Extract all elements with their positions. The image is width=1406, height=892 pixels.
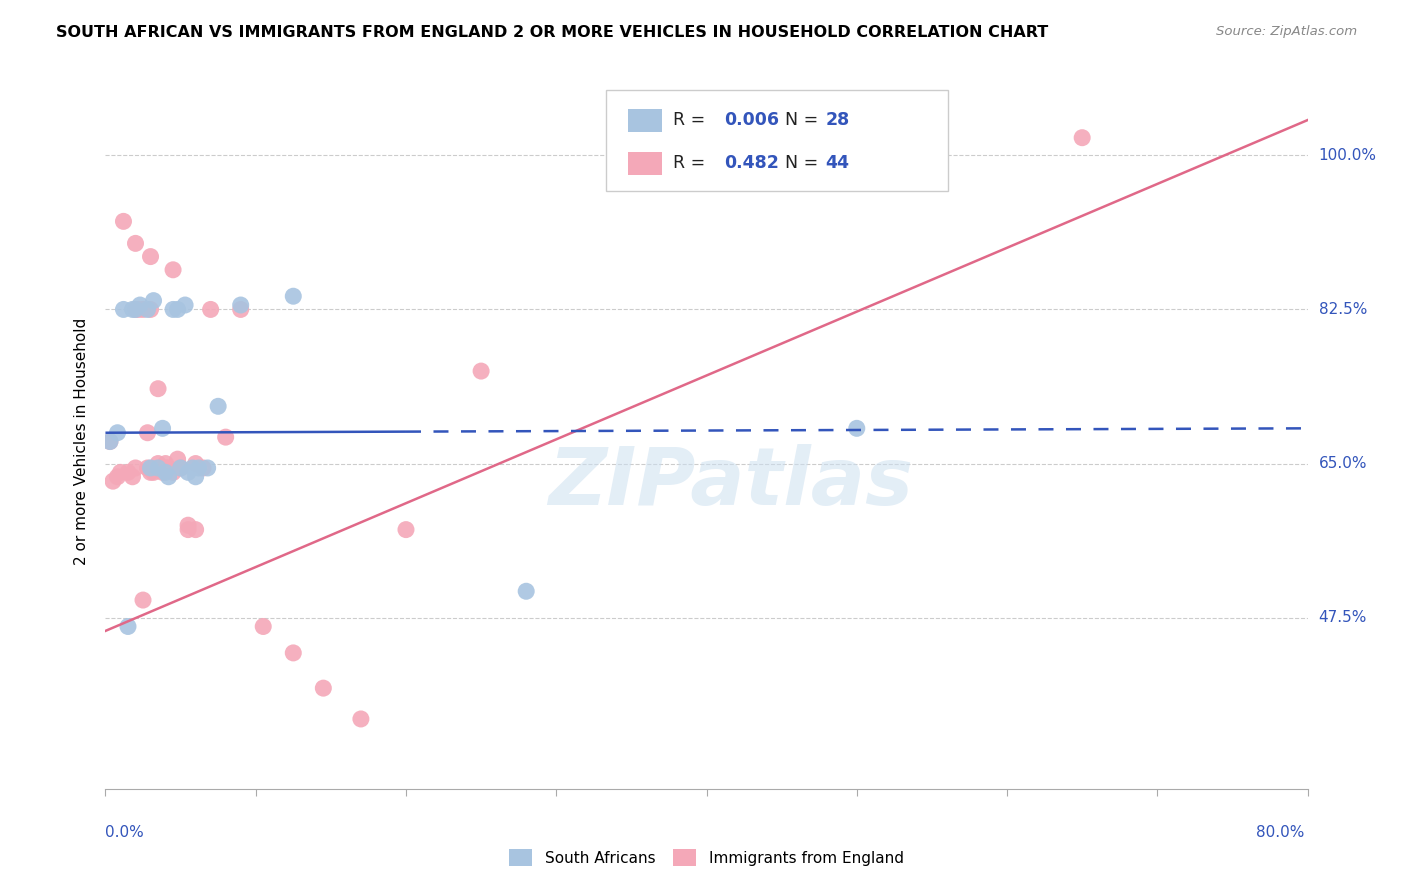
Y-axis label: 2 or more Vehicles in Household: 2 or more Vehicles in Household — [75, 318, 90, 566]
Point — [200, 302, 222, 317]
Point — [169, 461, 191, 475]
Point — [142, 466, 165, 480]
Legend: South Africans, Immigrants from England: South Africans, Immigrants from England — [503, 843, 910, 872]
Point — [152, 466, 174, 480]
Point — [283, 289, 305, 303]
Point — [101, 474, 124, 488]
Point — [184, 523, 207, 537]
Point — [129, 298, 152, 312]
Point — [139, 466, 162, 480]
Point — [110, 466, 132, 480]
Point — [177, 523, 200, 537]
Point — [136, 461, 159, 475]
Point — [146, 461, 169, 475]
Point — [142, 293, 165, 308]
Point — [187, 461, 209, 475]
Text: 28: 28 — [825, 112, 849, 129]
Point — [169, 461, 191, 475]
Point — [146, 457, 169, 471]
Point — [124, 461, 146, 475]
Point — [121, 469, 143, 483]
Point — [124, 302, 146, 317]
Point — [191, 461, 214, 475]
Point — [174, 298, 197, 312]
Point — [166, 452, 188, 467]
Point — [184, 469, 207, 483]
Point — [350, 712, 373, 726]
Point — [155, 466, 177, 480]
Point — [845, 421, 868, 435]
Point — [515, 584, 537, 599]
Point — [121, 302, 143, 317]
Text: ZIPatlas: ZIPatlas — [548, 444, 912, 523]
Point — [98, 434, 121, 449]
Point — [162, 262, 184, 277]
Point — [1071, 130, 1094, 145]
Point — [214, 430, 236, 444]
Text: 0.482: 0.482 — [724, 154, 779, 172]
Point — [312, 681, 335, 695]
Point — [197, 461, 219, 475]
Point — [177, 518, 200, 533]
Point — [117, 466, 139, 480]
Point — [117, 619, 139, 633]
Point — [155, 457, 177, 471]
Text: R =: R = — [673, 112, 711, 129]
Text: 0.0%: 0.0% — [105, 825, 145, 840]
Point — [162, 302, 184, 317]
Point — [229, 298, 252, 312]
Point — [136, 425, 159, 440]
Text: 80.0%: 80.0% — [1257, 825, 1305, 840]
Point — [132, 593, 155, 607]
Point — [162, 466, 184, 480]
Point — [124, 236, 146, 251]
Point — [470, 364, 492, 378]
Point — [157, 469, 180, 483]
Text: Source: ZipAtlas.com: Source: ZipAtlas.com — [1216, 25, 1357, 38]
Text: 44: 44 — [825, 154, 849, 172]
Point — [132, 302, 155, 317]
Point — [107, 469, 129, 483]
Point — [155, 461, 177, 475]
Point — [184, 457, 207, 471]
Point — [166, 302, 188, 317]
Text: 47.5%: 47.5% — [1319, 610, 1367, 625]
Point — [181, 461, 204, 475]
Point — [136, 302, 159, 317]
Point — [395, 523, 418, 537]
Point — [146, 382, 169, 396]
Point — [207, 400, 229, 414]
Text: R =: R = — [673, 154, 711, 172]
Point — [112, 214, 135, 228]
Point — [128, 302, 150, 317]
Text: N =: N = — [785, 154, 824, 172]
Point — [157, 461, 180, 475]
Point — [98, 434, 121, 449]
Text: 65.0%: 65.0% — [1319, 456, 1367, 471]
Point — [283, 646, 305, 660]
Point — [177, 466, 200, 480]
Text: 82.5%: 82.5% — [1319, 301, 1367, 317]
Point — [124, 302, 146, 317]
Point — [112, 302, 135, 317]
Point — [139, 461, 162, 475]
Point — [107, 425, 129, 440]
Text: 0.006: 0.006 — [724, 112, 779, 129]
Point — [229, 302, 252, 317]
Point — [252, 619, 274, 633]
Point — [152, 421, 174, 435]
Text: N =: N = — [785, 112, 824, 129]
Text: 100.0%: 100.0% — [1319, 148, 1376, 163]
Text: SOUTH AFRICAN VS IMMIGRANTS FROM ENGLAND 2 OR MORE VEHICLES IN HOUSEHOLD CORRELA: SOUTH AFRICAN VS IMMIGRANTS FROM ENGLAND… — [56, 25, 1049, 40]
Point — [139, 250, 162, 264]
Point — [139, 302, 162, 317]
